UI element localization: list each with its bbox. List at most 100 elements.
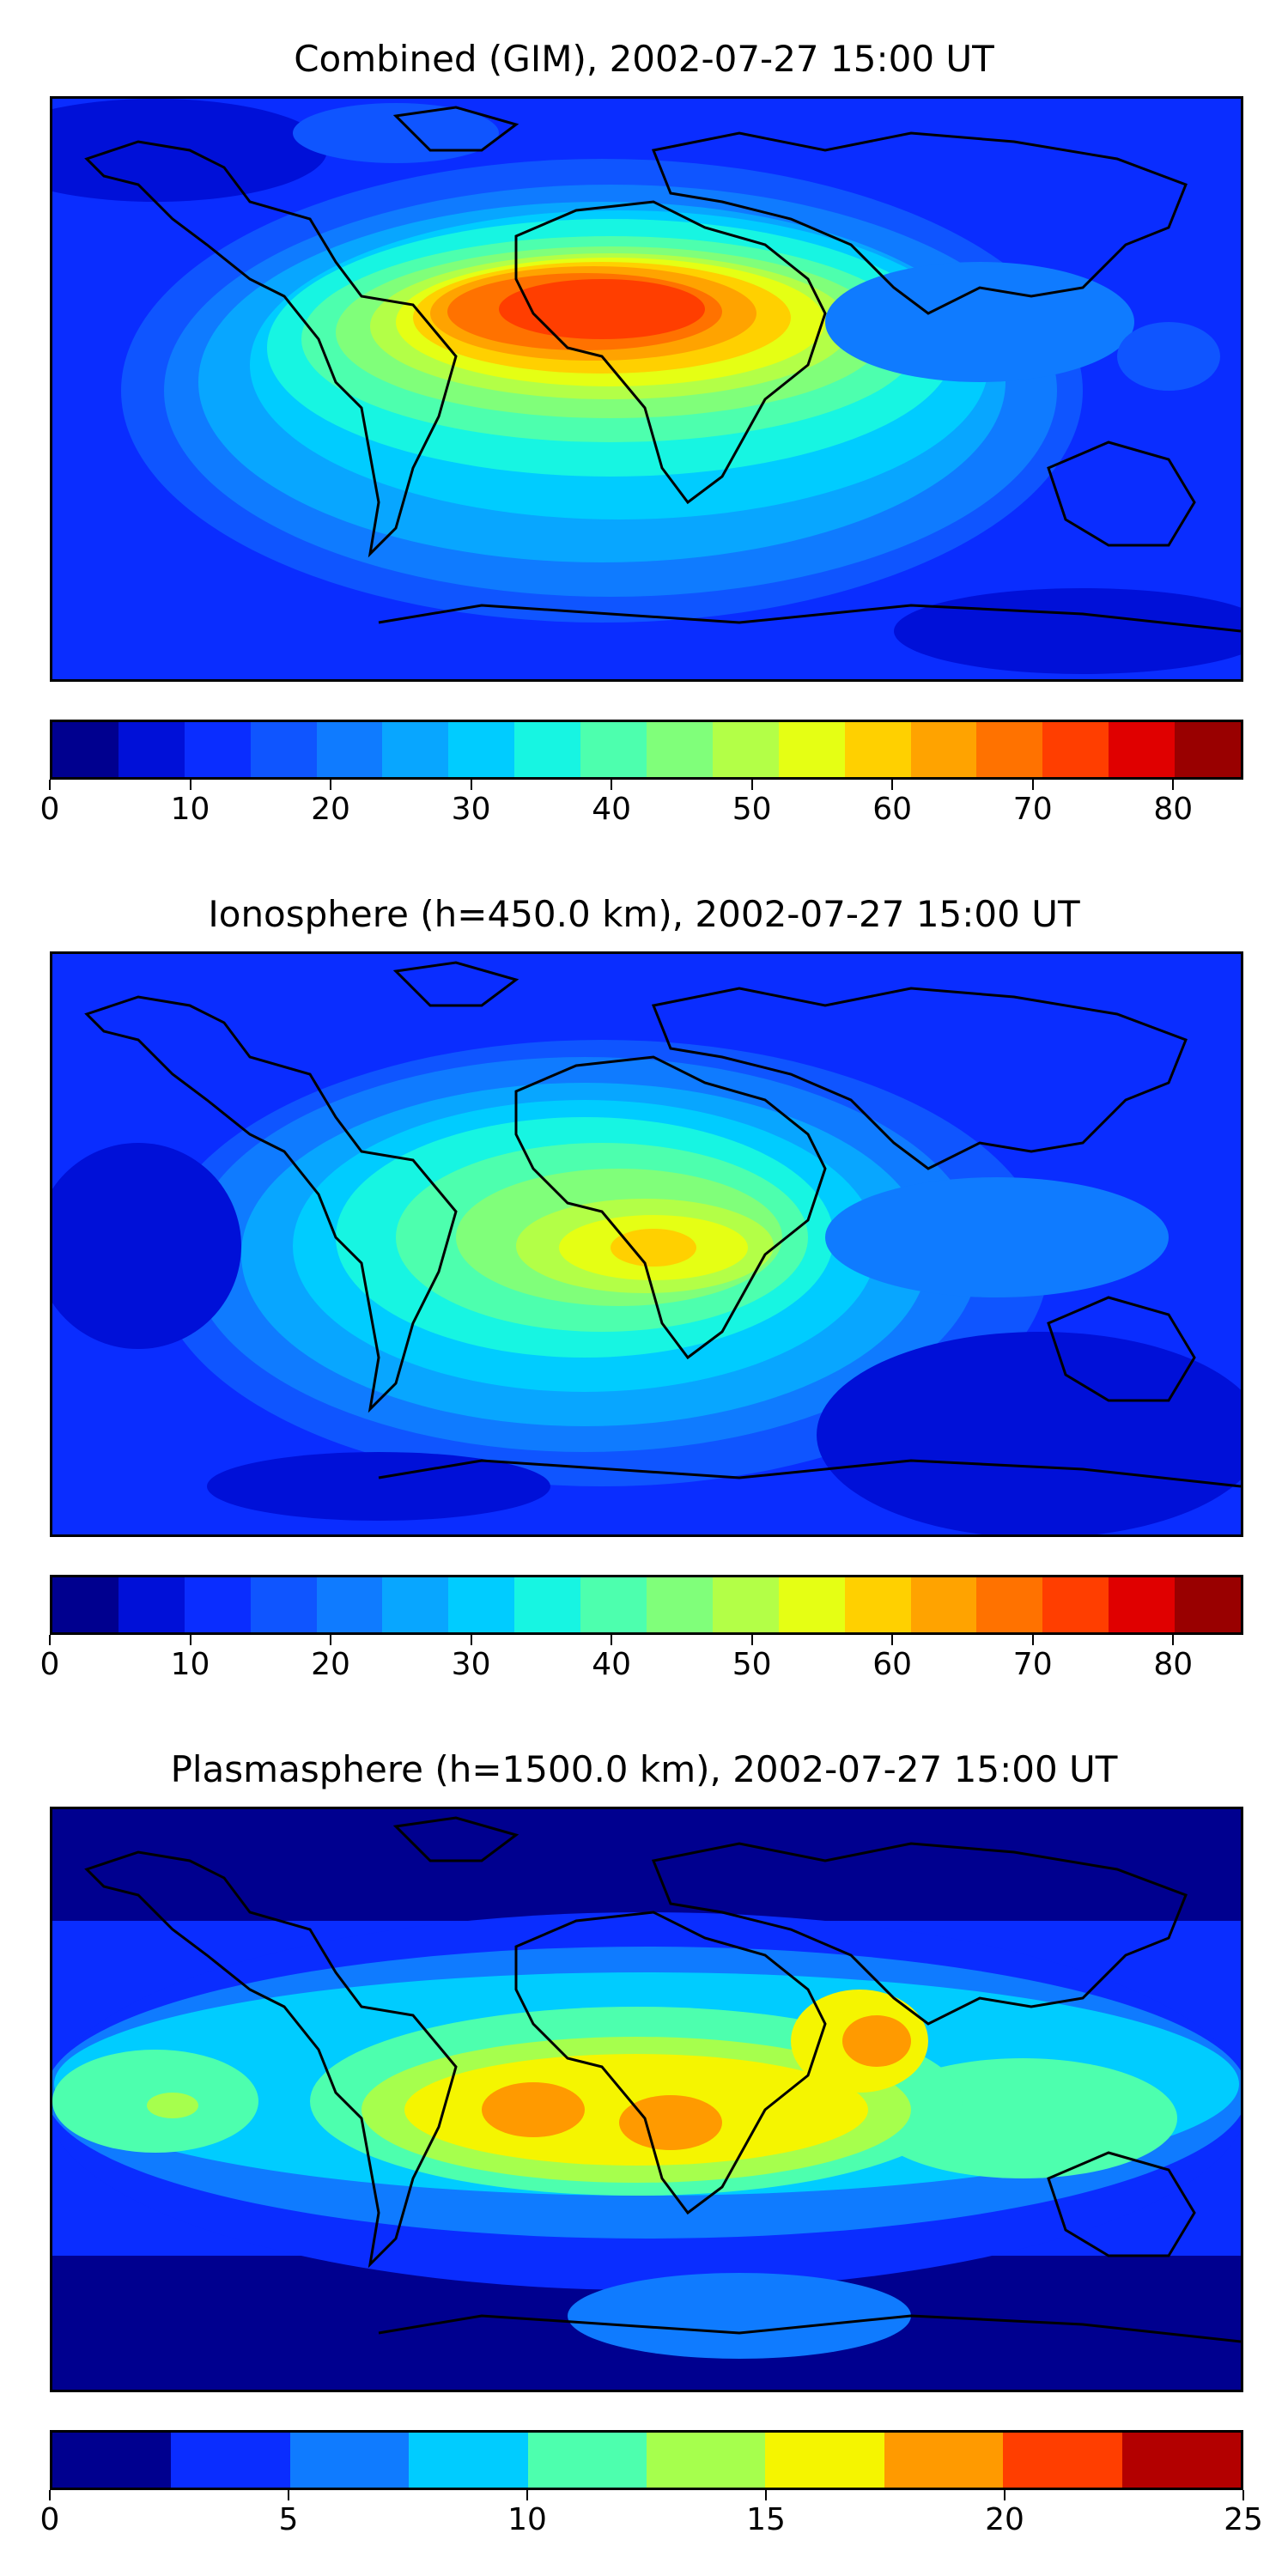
colorbar-tick-label: 80 xyxy=(1153,1647,1194,1682)
tec-contour-map xyxy=(52,99,1241,679)
colorbar-segment xyxy=(844,1577,911,1632)
colorbar-tick xyxy=(189,780,191,790)
colorbar-tick xyxy=(1172,780,1175,790)
colorbar-tick-label: 10 xyxy=(170,792,210,827)
colorbar-tick-label: 80 xyxy=(1153,792,1194,827)
colorbar-segment xyxy=(1042,722,1109,777)
colorbar-tick xyxy=(470,780,472,790)
colorbar-tick-label: 10 xyxy=(170,1647,210,1682)
colorbar-segment xyxy=(1121,2433,1241,2488)
colorbar-tick xyxy=(750,1635,753,1645)
colorbar-segment xyxy=(409,2433,528,2488)
colorbar-plasmasphere xyxy=(50,2430,1243,2490)
colorbar-segment xyxy=(316,722,383,777)
colorbar-tick xyxy=(330,1635,332,1645)
colorbar-segment xyxy=(976,722,1043,777)
colorbar-tick xyxy=(49,780,51,790)
coastlines xyxy=(84,961,1241,1488)
colorbar-segment xyxy=(184,722,251,777)
colorbar-segment xyxy=(448,1577,515,1632)
colorbar-segment xyxy=(647,2433,766,2488)
colorbar-segment xyxy=(647,1577,713,1632)
colorbar-segment xyxy=(580,722,647,777)
colorbar-ticks: 0 10 20 30 40 50 60 70 80 xyxy=(40,1635,1243,1686)
colorbar-segment xyxy=(184,1577,251,1632)
colorbar-tick-label: 15 xyxy=(746,2502,786,2537)
colorbar-segment xyxy=(382,1577,449,1632)
colorbar-ticks: 0 10 20 30 40 50 60 70 80 xyxy=(40,780,1243,831)
colorbar-tick xyxy=(330,780,332,790)
colorbar-tick xyxy=(470,1635,472,1645)
colorbar-combined xyxy=(50,720,1243,780)
colorbar-tick-label: 40 xyxy=(592,792,632,827)
colorbar-segment xyxy=(580,1577,647,1632)
colorbar-tick xyxy=(750,780,753,790)
colorbar-tick xyxy=(1031,780,1034,790)
colorbar-segment xyxy=(1175,1577,1241,1632)
colorbar-tick-label: 0 xyxy=(39,1647,60,1682)
colorbar-segment xyxy=(171,2433,290,2488)
colorbar-segment xyxy=(514,722,581,777)
colorbar-segment xyxy=(844,722,911,777)
colorbar-segment xyxy=(52,2433,172,2488)
map-plasmasphere xyxy=(50,1807,1243,2392)
colorbar-tick xyxy=(891,1635,894,1645)
colorbar-segment xyxy=(118,1577,185,1632)
colorbar-tick-label: 40 xyxy=(592,1647,632,1682)
colorbar-ticks: 0 5 10 15 20 25 xyxy=(40,2490,1263,2542)
colorbar-segment xyxy=(778,722,845,777)
colorbar-segment xyxy=(52,722,118,777)
colorbar-tick-label: 50 xyxy=(732,792,772,827)
map-ionosphere xyxy=(50,951,1243,1537)
colorbar-segment xyxy=(910,722,977,777)
colorbar-segment xyxy=(765,2433,884,2488)
colorbar-tick-label: 70 xyxy=(1012,1647,1053,1682)
colorbar-tick-label: 0 xyxy=(39,792,60,827)
colorbar-segment xyxy=(712,1577,779,1632)
colorbar-segment xyxy=(1003,2433,1122,2488)
panel-title: Combined (GIM), 2002-07-27 15:00 UT xyxy=(294,38,994,80)
colorbar-segment xyxy=(712,722,779,777)
colorbar-segment xyxy=(1042,1577,1109,1632)
colorbar-tick-label: 10 xyxy=(507,2502,547,2537)
colorbar-segment xyxy=(118,722,185,777)
colorbar-segment xyxy=(527,2433,647,2488)
panel-title: Ionosphere (h=450.0 km), 2002-07-27 15:0… xyxy=(208,893,1080,935)
colorbar-ionosphere xyxy=(50,1575,1243,1635)
coastlines xyxy=(84,1816,1241,2343)
colorbar-segment xyxy=(1109,722,1176,777)
colorbar-segment xyxy=(250,722,317,777)
colorbar-tick xyxy=(1242,2490,1244,2500)
colorbar-tick xyxy=(49,1635,51,1645)
colorbar-segment xyxy=(884,2433,1004,2488)
colorbar-tick xyxy=(526,2490,528,2500)
colorbar-segment xyxy=(910,1577,977,1632)
colorbar-tick xyxy=(611,1635,613,1645)
colorbar-segment xyxy=(1175,722,1241,777)
colorbar-tick-label: 5 xyxy=(278,2502,299,2537)
colorbar-tick xyxy=(1004,2490,1005,2500)
colorbar-segment xyxy=(514,1577,581,1632)
colorbar-tick-label: 0 xyxy=(39,2502,60,2537)
colorbar-tick xyxy=(891,780,894,790)
panel-title: Plasmasphere (h=1500.0 km), 2002-07-27 1… xyxy=(170,1748,1118,1790)
colorbar-tick xyxy=(1031,1635,1034,1645)
colorbar-tick-label: 70 xyxy=(1012,792,1053,827)
map-combined xyxy=(50,96,1243,682)
colorbar-tick-label: 30 xyxy=(451,792,491,827)
colorbar-tick-label: 25 xyxy=(1224,2502,1263,2537)
colorbar-segment xyxy=(647,722,713,777)
colorbar-tick-label: 30 xyxy=(451,1647,491,1682)
colorbar-tick-label: 20 xyxy=(311,792,350,827)
colorbar-tick-label: 60 xyxy=(872,1647,913,1682)
tec-contour-map xyxy=(52,1809,1241,2390)
colorbar-tick xyxy=(765,2490,767,2500)
tec-contour-map xyxy=(52,954,1241,1534)
colorbar-segment xyxy=(382,722,449,777)
colorbar-tick-label: 20 xyxy=(985,2502,1024,2537)
colorbar-tick-label: 60 xyxy=(872,792,913,827)
colorbar-segment xyxy=(448,722,515,777)
colorbar-segment xyxy=(250,1577,317,1632)
colorbar-tick xyxy=(49,2490,51,2500)
colorbar-tick xyxy=(189,1635,191,1645)
